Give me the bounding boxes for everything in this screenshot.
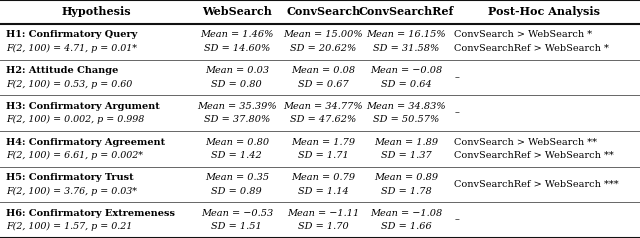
Text: ConvSearch > WebSearch *: ConvSearch > WebSearch * bbox=[454, 30, 593, 40]
Text: H1: Confirmatory Query: H1: Confirmatory Query bbox=[6, 30, 138, 40]
Text: WebSearch: WebSearch bbox=[202, 6, 272, 17]
Text: F(2, 100) = 0.53, p = 0.60: F(2, 100) = 0.53, p = 0.60 bbox=[6, 79, 132, 89]
Text: Mean = 0.89: Mean = 0.89 bbox=[374, 173, 438, 182]
Text: H6: Confirmatory Extremeness: H6: Confirmatory Extremeness bbox=[6, 209, 175, 218]
Text: SD = 1.71: SD = 1.71 bbox=[298, 151, 349, 160]
Text: –: – bbox=[454, 109, 460, 118]
Text: SD = 1.51: SD = 1.51 bbox=[211, 222, 262, 231]
Text: ConvSearchRef > WebSearch *: ConvSearchRef > WebSearch * bbox=[454, 44, 609, 53]
Text: Mean = −0.53: Mean = −0.53 bbox=[201, 209, 273, 218]
Text: H5: Confirmatory Trust: H5: Confirmatory Trust bbox=[6, 173, 134, 182]
Text: F(2, 100) = 6.61, p = 0.002*: F(2, 100) = 6.61, p = 0.002* bbox=[6, 151, 143, 160]
Text: H2: Attitude Change: H2: Attitude Change bbox=[6, 66, 119, 75]
Text: Post-Hoc Analysis: Post-Hoc Analysis bbox=[488, 6, 600, 17]
Text: Mean = 16.15%: Mean = 16.15% bbox=[367, 30, 446, 40]
Text: ConvSearch > WebSearch **: ConvSearch > WebSearch ** bbox=[454, 138, 597, 147]
Text: Mean = 34.77%: Mean = 34.77% bbox=[284, 102, 363, 111]
Text: F(2, 100) = 1.57, p = 0.21: F(2, 100) = 1.57, p = 0.21 bbox=[6, 222, 132, 231]
Text: SD = 1.37: SD = 1.37 bbox=[381, 151, 432, 160]
Text: Hypothesis: Hypothesis bbox=[61, 6, 131, 17]
Text: Mean = 1.79: Mean = 1.79 bbox=[291, 138, 355, 147]
Text: –: – bbox=[454, 216, 460, 225]
Text: Mean = 0.08: Mean = 0.08 bbox=[291, 66, 355, 75]
Text: SD = 0.89: SD = 0.89 bbox=[211, 187, 262, 196]
Text: Mean = 15.00%: Mean = 15.00% bbox=[284, 30, 363, 40]
Text: SD = 1.70: SD = 1.70 bbox=[298, 222, 349, 231]
Text: SD = 1.42: SD = 1.42 bbox=[211, 151, 262, 160]
Text: Mean = −1.08: Mean = −1.08 bbox=[371, 209, 442, 218]
Text: SD = 1.66: SD = 1.66 bbox=[381, 222, 432, 231]
Text: SD = 14.60%: SD = 14.60% bbox=[204, 44, 270, 53]
Text: Mean = 1.89: Mean = 1.89 bbox=[374, 138, 438, 147]
Text: ConvSearchRef > WebSearch ***: ConvSearchRef > WebSearch *** bbox=[454, 180, 619, 189]
Text: F(2, 100) = 3.76, p = 0.03*: F(2, 100) = 3.76, p = 0.03* bbox=[6, 187, 138, 196]
Text: Mean = 35.39%: Mean = 35.39% bbox=[197, 102, 276, 111]
Text: ConvSearchRef > WebSearch **: ConvSearchRef > WebSearch ** bbox=[454, 151, 614, 160]
Text: ConvSearchRef: ConvSearchRef bbox=[359, 6, 454, 17]
Text: H3: Confirmatory Argument: H3: Confirmatory Argument bbox=[6, 102, 160, 111]
Text: Mean = 1.46%: Mean = 1.46% bbox=[200, 30, 273, 40]
Text: Mean = 0.80: Mean = 0.80 bbox=[205, 138, 269, 147]
Text: Mean = 0.35: Mean = 0.35 bbox=[205, 173, 269, 182]
Text: SD = 50.57%: SD = 50.57% bbox=[373, 115, 440, 124]
Text: H4: Confirmatory Agreement: H4: Confirmatory Agreement bbox=[6, 138, 166, 147]
Text: SD = 47.62%: SD = 47.62% bbox=[290, 115, 356, 124]
Text: ConvSearch: ConvSearch bbox=[286, 6, 360, 17]
Text: SD = 20.62%: SD = 20.62% bbox=[290, 44, 356, 53]
Text: –: – bbox=[454, 73, 460, 82]
Text: Mean = −1.11: Mean = −1.11 bbox=[287, 209, 359, 218]
Text: SD = 0.67: SD = 0.67 bbox=[298, 79, 349, 89]
Text: SD = 1.14: SD = 1.14 bbox=[298, 187, 349, 196]
Text: Mean = 0.03: Mean = 0.03 bbox=[205, 66, 269, 75]
Text: Mean = 34.83%: Mean = 34.83% bbox=[367, 102, 446, 111]
Text: SD = 0.80: SD = 0.80 bbox=[211, 79, 262, 89]
Text: SD = 37.80%: SD = 37.80% bbox=[204, 115, 270, 124]
Text: SD = 0.64: SD = 0.64 bbox=[381, 79, 432, 89]
Text: Mean = 0.79: Mean = 0.79 bbox=[291, 173, 355, 182]
Text: SD = 1.78: SD = 1.78 bbox=[381, 187, 432, 196]
Text: Mean = −0.08: Mean = −0.08 bbox=[371, 66, 442, 75]
Text: SD = 31.58%: SD = 31.58% bbox=[373, 44, 440, 53]
Text: F(2, 100) = 4.71, p = 0.01*: F(2, 100) = 4.71, p = 0.01* bbox=[6, 44, 138, 53]
Text: F(2, 100) = 0.002, p = 0.998: F(2, 100) = 0.002, p = 0.998 bbox=[6, 115, 145, 124]
